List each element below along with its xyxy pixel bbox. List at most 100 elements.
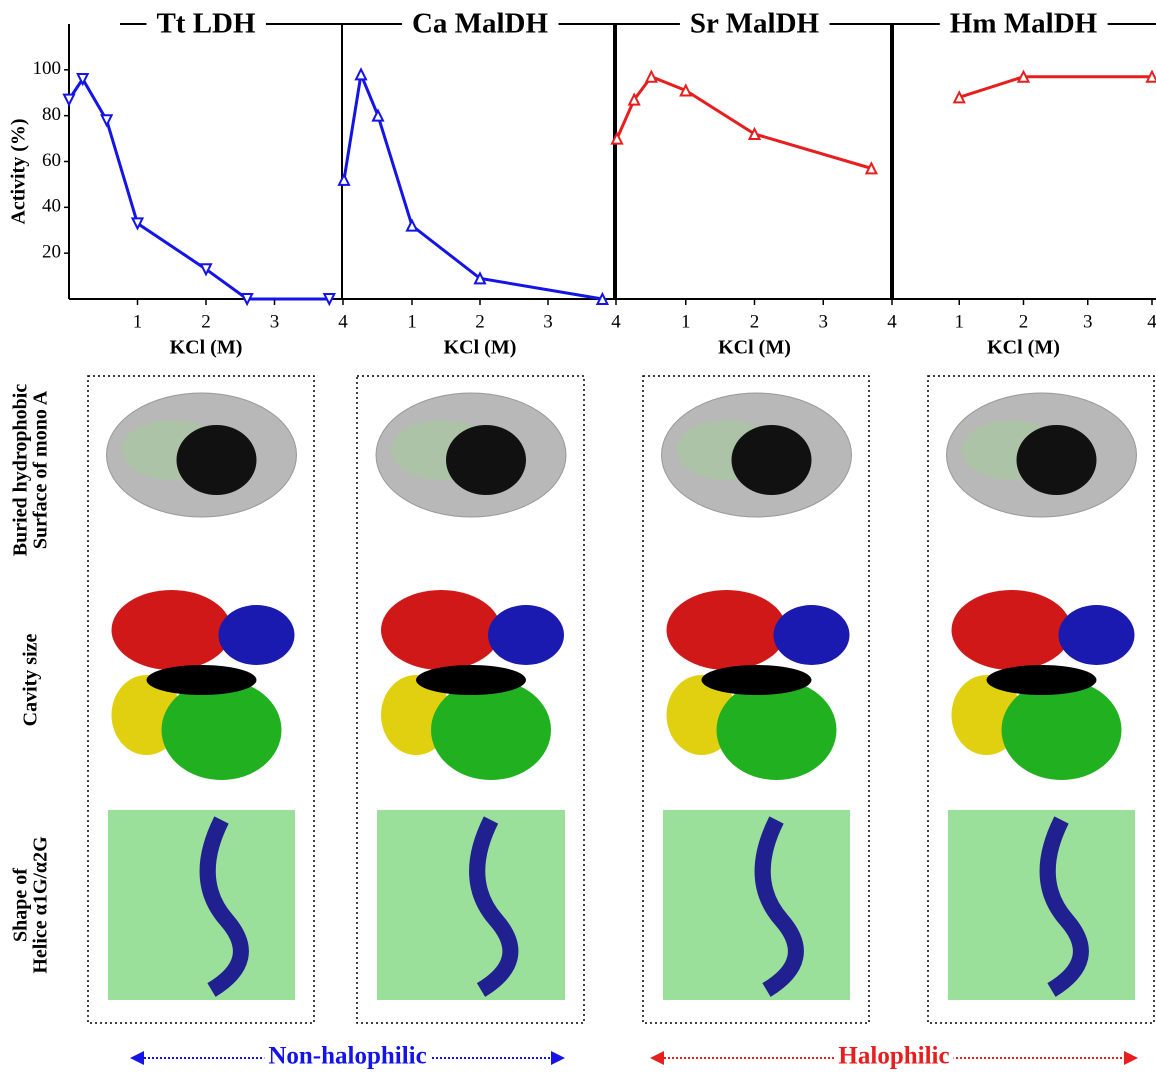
marker bbox=[100, 114, 114, 128]
hydrophobic bbox=[176, 425, 257, 495]
hydrophobic bbox=[731, 425, 812, 495]
cavity bbox=[146, 665, 257, 695]
subunit-red bbox=[381, 590, 501, 670]
marker bbox=[62, 93, 76, 107]
x-tick-label: 3 bbox=[270, 311, 280, 332]
y-tick-label: 100 bbox=[33, 58, 62, 79]
helix bbox=[1039, 816, 1089, 997]
line bbox=[615, 74, 872, 170]
label-bg bbox=[264, 1043, 431, 1073]
marker bbox=[679, 83, 693, 97]
row-label: Helice α1G/α2G bbox=[30, 836, 52, 974]
row-label: Surface of mono A bbox=[30, 390, 52, 549]
x-tick-label: 4 bbox=[887, 311, 897, 332]
label-bg bbox=[834, 1043, 954, 1073]
x-tick-label: 3 bbox=[819, 311, 829, 332]
helix-bg bbox=[108, 810, 295, 1000]
marker bbox=[1016, 69, 1031, 83]
marker bbox=[610, 131, 624, 145]
subunit-blue bbox=[1058, 605, 1135, 665]
cavity bbox=[986, 665, 1097, 695]
marker bbox=[371, 108, 385, 122]
marker bbox=[337, 172, 351, 186]
subunit-green bbox=[716, 680, 837, 780]
arrow-head bbox=[1124, 1051, 1138, 1065]
marker bbox=[864, 161, 878, 175]
arrow-head bbox=[650, 1051, 664, 1065]
x-tick-label: 1 bbox=[955, 311, 965, 332]
cavity bbox=[416, 665, 526, 695]
marker bbox=[747, 126, 762, 140]
marker bbox=[595, 291, 610, 305]
image-box bbox=[87, 375, 315, 1024]
x-tick-label: 1 bbox=[681, 311, 691, 332]
marker bbox=[1145, 69, 1156, 83]
x-tick-label: 1 bbox=[407, 311, 417, 332]
marker bbox=[322, 293, 336, 307]
subunit-red bbox=[111, 590, 232, 670]
x-tick-label: 2 bbox=[475, 311, 485, 332]
subunit-green bbox=[431, 680, 551, 780]
row-label: Cavity size bbox=[20, 634, 42, 727]
chart-title: Hm MalDH bbox=[950, 8, 1098, 40]
y-tick-label: 40 bbox=[42, 196, 61, 217]
x-axis-label: KCl (M) bbox=[987, 337, 1060, 359]
hydrophobic bbox=[1016, 425, 1097, 495]
cavity bbox=[701, 665, 812, 695]
helix bbox=[199, 816, 249, 997]
row-label: Shape of bbox=[10, 868, 32, 942]
subunit-green bbox=[1001, 680, 1122, 780]
chart-title: Ca MalDH bbox=[412, 8, 549, 40]
y-tick-label: 80 bbox=[42, 104, 61, 125]
image-box bbox=[642, 375, 870, 1024]
y-tick-label: 60 bbox=[42, 150, 61, 171]
helix bbox=[469, 816, 519, 997]
chart-title: Tt LDH bbox=[156, 8, 256, 40]
arrow-head bbox=[551, 1051, 565, 1065]
marker bbox=[644, 69, 658, 83]
marker bbox=[473, 271, 487, 285]
hydrophobic bbox=[446, 425, 526, 495]
marker bbox=[199, 263, 213, 277]
subunit-red bbox=[951, 590, 1072, 670]
x-tick-label: 2 bbox=[201, 311, 211, 332]
line bbox=[958, 75, 1152, 99]
x-tick-label: 3 bbox=[543, 311, 553, 332]
image-box bbox=[356, 375, 585, 1024]
subunit-blue bbox=[218, 605, 295, 665]
title-bg bbox=[401, 8, 559, 40]
subunit-blue bbox=[488, 605, 564, 665]
group-label: Halophilic bbox=[838, 1043, 949, 1070]
marker bbox=[130, 217, 145, 231]
helix-bg bbox=[377, 810, 565, 1000]
x-tick-label: 2 bbox=[1019, 311, 1029, 332]
marker bbox=[240, 293, 254, 307]
x-tick-label: 1 bbox=[133, 311, 143, 332]
subunit-green bbox=[161, 680, 282, 780]
marker bbox=[952, 90, 966, 104]
line bbox=[67, 76, 330, 301]
x-axis-label: KCl (M) bbox=[170, 337, 243, 359]
subunit-red bbox=[666, 590, 787, 670]
line bbox=[342, 68, 603, 301]
group-label: Non-halophilic bbox=[268, 1043, 426, 1070]
helix-bg bbox=[948, 810, 1135, 1000]
chart-title: Sr MalDH bbox=[690, 8, 820, 40]
title-bg bbox=[939, 8, 1108, 40]
marker bbox=[405, 218, 419, 232]
x-axis-label: KCl (M) bbox=[444, 337, 517, 359]
x-tick-label: 4 bbox=[338, 311, 348, 332]
y-axis-label: Activity (%) bbox=[8, 118, 30, 224]
y-tick-label: 20 bbox=[42, 242, 61, 263]
arrow-head bbox=[130, 1051, 144, 1065]
x-axis-label: KCl (M) bbox=[718, 337, 791, 359]
x-tick-label: 4 bbox=[1147, 311, 1156, 332]
subunit-blue bbox=[773, 605, 850, 665]
title-bg bbox=[679, 8, 830, 40]
row-label: Buried hydrophobic bbox=[10, 384, 32, 557]
x-tick-label: 4 bbox=[611, 311, 621, 332]
images bbox=[87, 375, 1155, 1024]
marker bbox=[76, 73, 90, 87]
marker bbox=[627, 92, 641, 106]
